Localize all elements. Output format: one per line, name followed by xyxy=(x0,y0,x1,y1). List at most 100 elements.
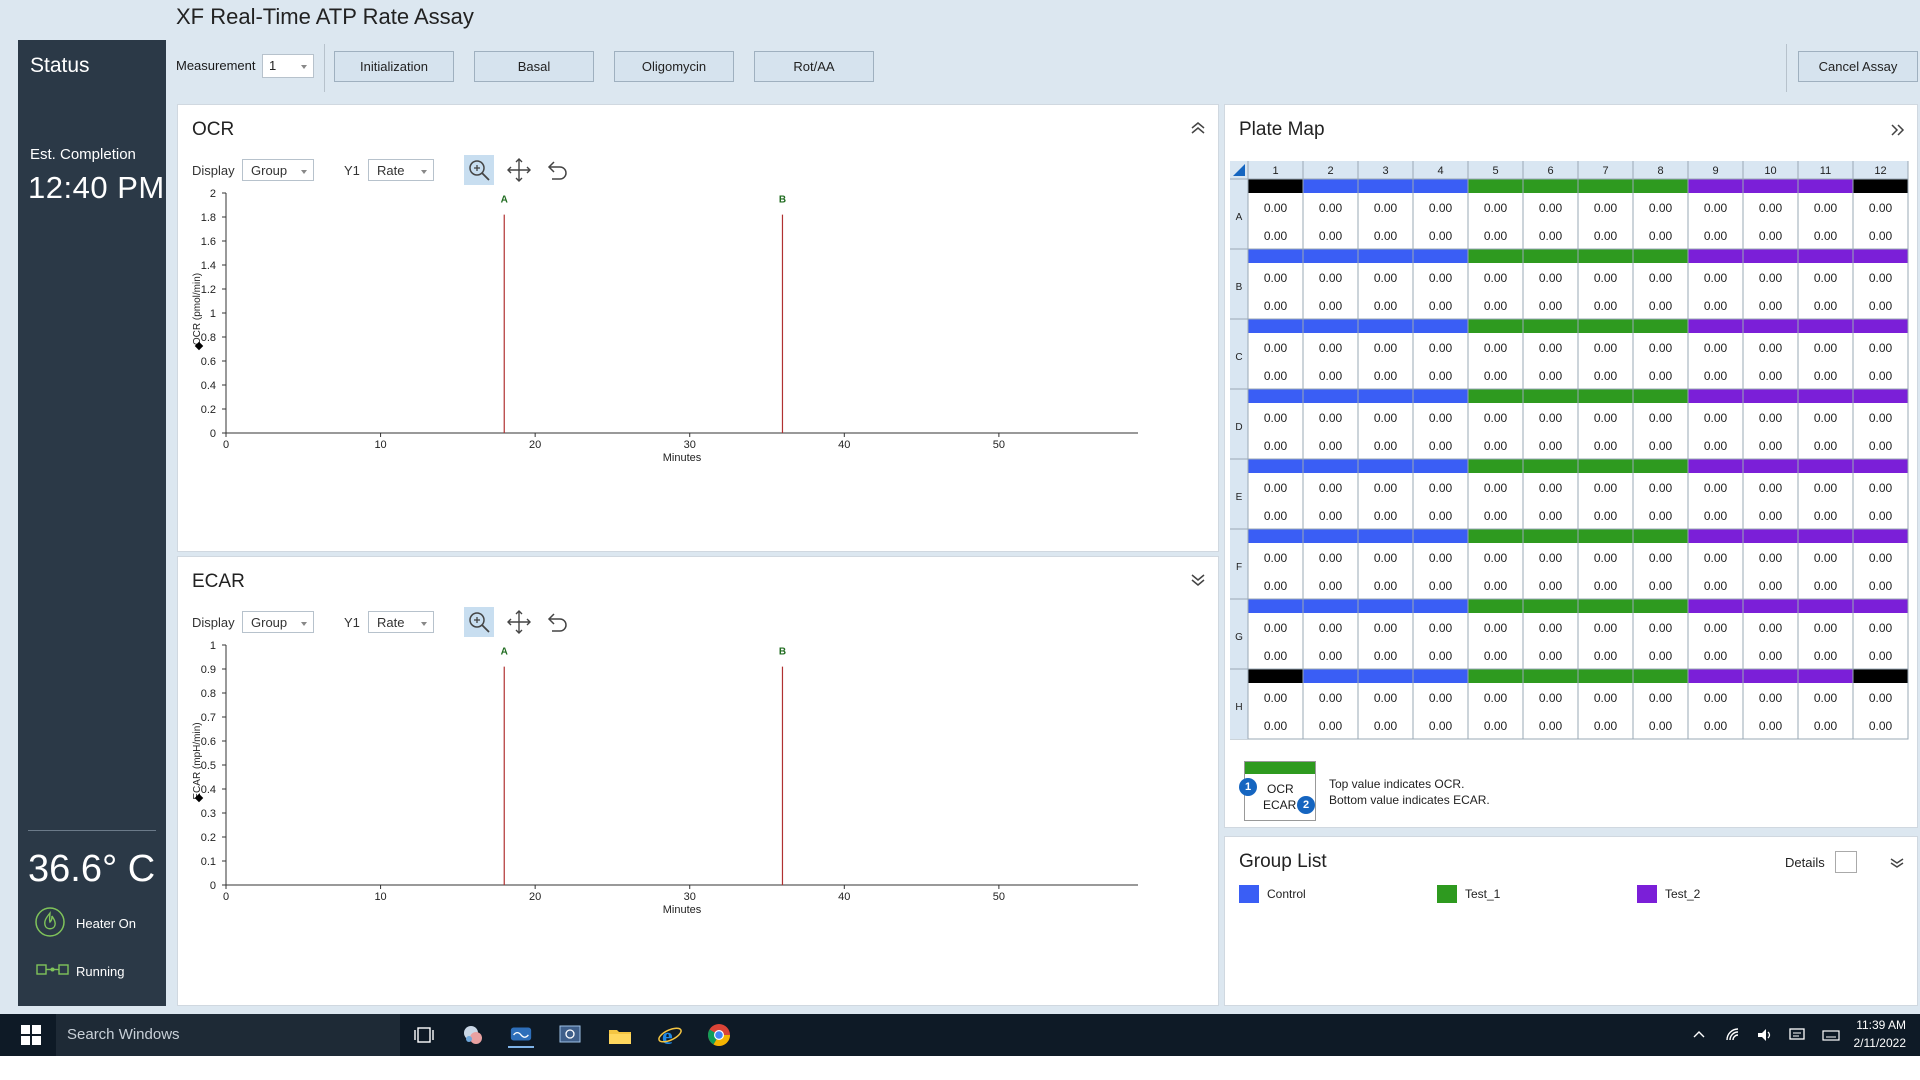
group-list-panel: Group List Details Control Test_1 Test_2 xyxy=(1224,836,1918,1006)
group-label-control[interactable]: Control xyxy=(1267,887,1306,901)
well-ecar-value: 0.00 xyxy=(1869,719,1893,733)
row-header-bar xyxy=(1230,161,1248,739)
well-ecar-value: 0.00 xyxy=(1539,439,1563,453)
well-group-bar xyxy=(1413,599,1468,613)
well-ecar-value: 0.00 xyxy=(1814,439,1838,453)
well-ocr-value: 0.00 xyxy=(1649,621,1673,635)
y-tick-label: 0 xyxy=(210,880,216,892)
status-panel: Status Est. Completion 12:40 PM 36.6° C … xyxy=(18,40,166,1006)
well-ocr-value: 0.00 xyxy=(1319,551,1343,565)
step-button-rot-aa[interactable]: Rot/AA xyxy=(754,51,874,82)
undo-icon[interactable] xyxy=(542,155,572,185)
volume-icon[interactable] xyxy=(1756,1026,1774,1044)
well-ocr-value: 0.00 xyxy=(1319,691,1343,705)
chevron-right-icon[interactable] xyxy=(1889,123,1907,137)
zoom-icon[interactable] xyxy=(464,607,494,637)
status-title: Status xyxy=(30,54,90,77)
x-axis-label: Minutes xyxy=(663,904,702,916)
well-group-bar xyxy=(1578,529,1633,543)
group-label-test-2[interactable]: Test_2 xyxy=(1665,887,1701,901)
well-group-bar xyxy=(1413,249,1468,263)
group-label-test-1[interactable]: Test_1 xyxy=(1465,887,1501,901)
well-group-bar xyxy=(1743,319,1798,333)
internet-explorer-icon[interactable]: e xyxy=(657,1022,683,1048)
chevron-up-icon[interactable] xyxy=(1190,121,1206,135)
well-ecar-value: 0.00 xyxy=(1704,439,1728,453)
well-ocr-value: 0.00 xyxy=(1814,621,1838,635)
app-launcher-icon[interactable] xyxy=(460,1022,486,1048)
cancel-assay-button[interactable]: Cancel Assay xyxy=(1798,51,1918,82)
zoom-icon[interactable] xyxy=(464,155,494,185)
running-icon xyxy=(36,964,69,975)
chevron-down-icon xyxy=(301,65,307,69)
ecar-display-select[interactable]: Group xyxy=(242,611,314,633)
well-ecar-value: 0.00 xyxy=(1484,649,1508,663)
x-tick-label: 10 xyxy=(374,891,386,903)
chevron-down-icon[interactable] xyxy=(1889,857,1905,869)
series-marker-icon xyxy=(194,341,204,351)
well-ecar-value: 0.00 xyxy=(1649,579,1673,593)
group-swatch-test-2 xyxy=(1637,885,1657,903)
est-completion-label: Est. Completion xyxy=(30,146,136,163)
screen-bottom-margin xyxy=(0,1056,1920,1080)
well-group-bar xyxy=(1743,179,1798,193)
well-group-bar xyxy=(1798,319,1853,333)
well-ocr-value: 0.00 xyxy=(1704,691,1728,705)
well-group-bar xyxy=(1633,389,1688,403)
ocr-y1-select[interactable]: Rate xyxy=(368,159,434,181)
well-group-bar xyxy=(1358,529,1413,543)
well-group-bar xyxy=(1798,249,1853,263)
pan-icon[interactable] xyxy=(504,607,534,637)
notification-icon[interactable] xyxy=(1788,1026,1806,1044)
well-group-bar xyxy=(1468,319,1523,333)
well-ecar-value: 0.00 xyxy=(1374,439,1398,453)
step-button-oligomycin[interactable]: Oligomycin xyxy=(614,51,734,82)
column-header: 8 xyxy=(1657,165,1663,177)
well-group-bar xyxy=(1413,389,1468,403)
column-header: 7 xyxy=(1602,165,1608,177)
well-ecar-value: 0.00 xyxy=(1759,369,1783,383)
monitor-app-icon[interactable] xyxy=(557,1022,583,1048)
windows-start-icon[interactable] xyxy=(20,1024,42,1046)
well-ecar-value: 0.00 xyxy=(1759,299,1783,313)
step-button-basal[interactable]: Basal xyxy=(474,51,594,82)
well-ecar-value: 0.00 xyxy=(1594,439,1618,453)
well-group-bar xyxy=(1743,669,1798,683)
y-tick-label: 1.6 xyxy=(201,236,216,248)
well-ecar-value: 0.00 xyxy=(1264,579,1288,593)
well-group-bar xyxy=(1523,669,1578,683)
well-ecar-value: 0.00 xyxy=(1649,719,1673,733)
sidebar-divider xyxy=(28,830,156,831)
well-group-bar xyxy=(1853,599,1908,613)
well-ecar-value: 0.00 xyxy=(1759,229,1783,243)
well-group-bar xyxy=(1688,389,1743,403)
keyboard-icon[interactable] xyxy=(1822,1026,1840,1044)
well-group-bar xyxy=(1358,669,1413,683)
well-ocr-value: 0.00 xyxy=(1429,481,1453,495)
well-ocr-value: 0.00 xyxy=(1429,341,1453,355)
well-group-bar xyxy=(1468,529,1523,543)
taskbar-clock-date[interactable]: 2/11/2022 xyxy=(1853,1036,1907,1050)
well-group-bar xyxy=(1633,319,1688,333)
taskbar-clock-time[interactable]: 11:39 AM xyxy=(1856,1018,1906,1032)
chevron-up-icon[interactable] xyxy=(1690,1026,1708,1044)
ocr-display-select[interactable]: Group xyxy=(242,159,314,181)
file-explorer-icon[interactable] xyxy=(607,1022,633,1048)
measurement-select[interactable]: 1 xyxy=(262,54,314,78)
pan-icon[interactable] xyxy=(504,155,534,185)
wave-app-icon[interactable] xyxy=(508,1022,534,1048)
chrome-icon[interactable] xyxy=(706,1022,732,1048)
taskbar-search-input[interactable]: Search Windows xyxy=(56,1014,400,1056)
step-button-initialization[interactable]: Initialization xyxy=(334,51,454,82)
well-group-bar xyxy=(1468,389,1523,403)
ecar-y1-select[interactable]: Rate xyxy=(368,611,434,633)
details-checkbox[interactable] xyxy=(1835,851,1857,873)
y-tick-label: 1.8 xyxy=(201,212,216,224)
well-group-bar xyxy=(1853,319,1908,333)
task-view-icon[interactable] xyxy=(411,1022,437,1048)
well-ecar-value: 0.00 xyxy=(1869,649,1893,663)
undo-icon[interactable] xyxy=(542,607,572,637)
well-ecar-value: 0.00 xyxy=(1319,719,1343,733)
network-icon[interactable] xyxy=(1724,1026,1742,1044)
chevron-down-icon[interactable] xyxy=(1190,573,1206,587)
